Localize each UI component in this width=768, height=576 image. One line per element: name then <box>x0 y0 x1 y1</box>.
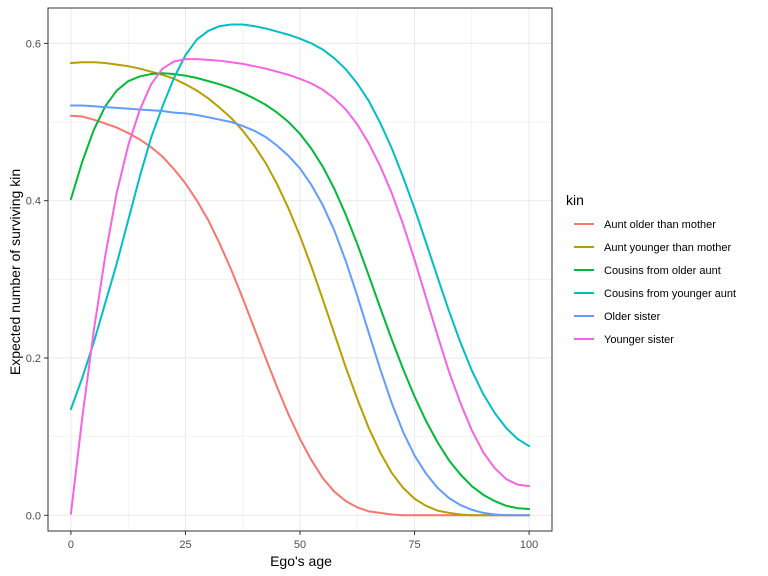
x-tick-label: 75 <box>408 539 420 551</box>
series-line-cousins-from-younger-aunt <box>69 23 531 448</box>
y-tick-label: 0.2 <box>26 353 41 365</box>
series-lines <box>69 23 531 517</box>
x-axis-title: Ego's age <box>270 553 332 569</box>
x-tick-label: 0 <box>68 539 74 551</box>
series-line-aunt-older-than-mother <box>69 114 531 517</box>
series-line-younger-sister <box>69 58 531 515</box>
legend-item-aunt-older-than-mother: Aunt older than mother <box>574 219 716 231</box>
series-line-aunt-younger-than-mother <box>69 61 531 517</box>
legend-item-cousins-from-younger-aunt: Cousins from younger aunt <box>574 288 736 300</box>
legend-item-older-sister: Older sister <box>574 311 661 323</box>
legend-title: kin <box>566 192 584 208</box>
legend-label: Aunt younger than mother <box>604 242 732 254</box>
legend-label: Cousins from younger aunt <box>604 288 736 300</box>
legend-item-cousins-from-older-aunt: Cousins from older aunt <box>574 265 721 277</box>
series-line-cousins-from-older-aunt <box>69 72 531 510</box>
x-tick-label: 25 <box>179 539 191 551</box>
x-tick-label: 100 <box>520 539 538 551</box>
y-tick-label: 0.0 <box>26 510 41 522</box>
legend-label: Cousins from older aunt <box>604 265 721 277</box>
legend: Aunt older than mother Aunt younger than … <box>574 219 736 346</box>
legend-label: Older sister <box>604 311 661 323</box>
x-tick-label: 50 <box>294 539 306 551</box>
y-axis-ticks: 0.0 0.2 0.4 0.6 <box>26 38 48 522</box>
y-tick-label: 0.6 <box>26 38 41 50</box>
x-axis-ticks: 0 25 50 75 100 <box>68 531 538 551</box>
legend-item-aunt-younger-than-mother: Aunt younger than mother <box>574 242 732 254</box>
legend-label: Aunt older than mother <box>604 219 716 231</box>
major-gridlines <box>48 8 552 531</box>
legend-label: Younger sister <box>604 334 674 346</box>
y-axis-title: Expected number of surviving kin <box>7 169 23 375</box>
series-line-older-sister <box>69 104 531 517</box>
y-tick-label: 0.4 <box>26 196 41 208</box>
legend-item-younger-sister: Younger sister <box>574 334 674 346</box>
